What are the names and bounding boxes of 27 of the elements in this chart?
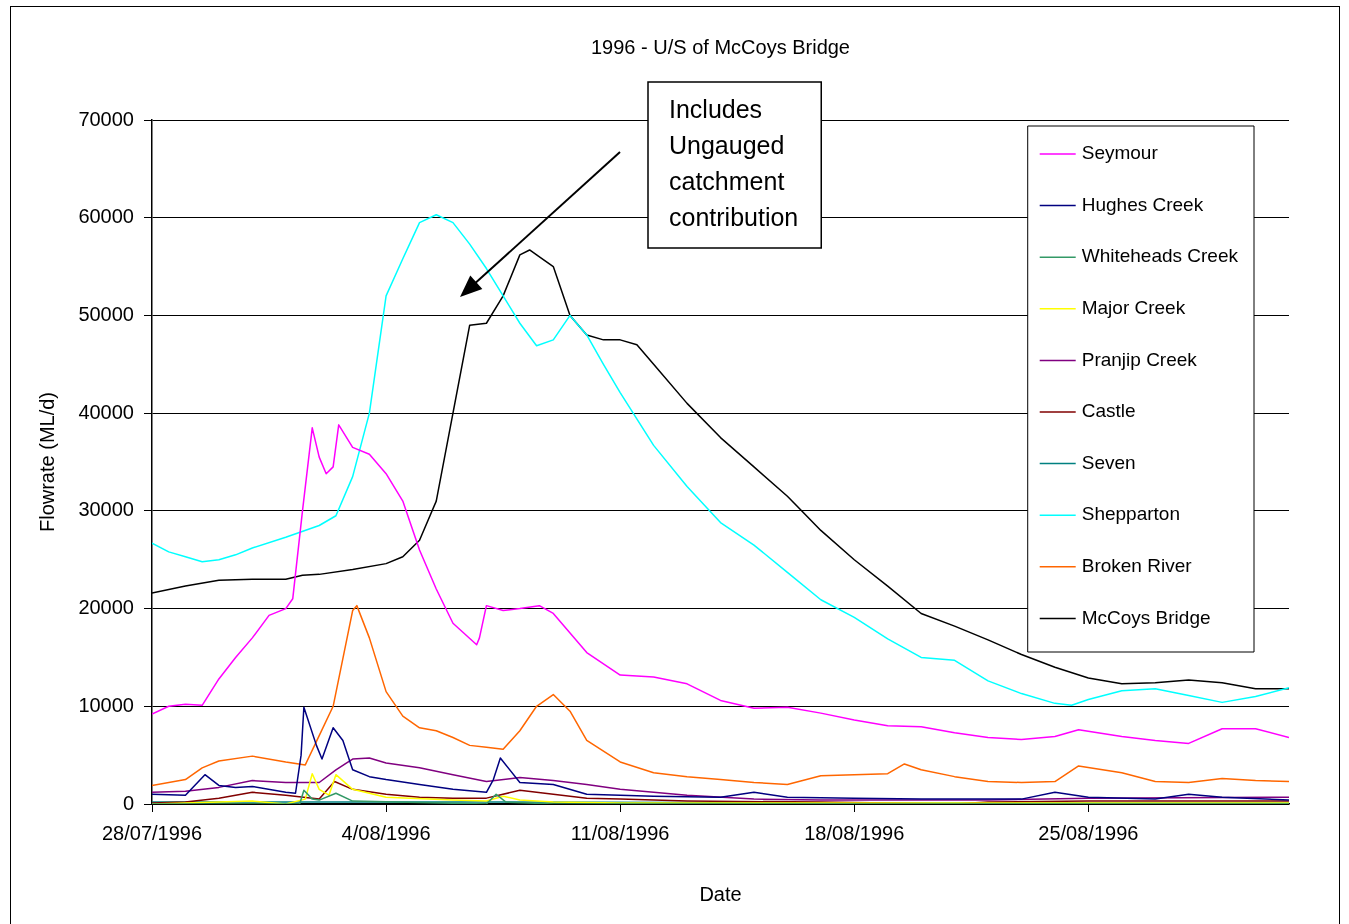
legend-label: Broken River xyxy=(1081,555,1193,577)
legend-label: Whiteheads Creek xyxy=(1081,245,1239,267)
legend-label: Castle xyxy=(1081,400,1136,422)
x-axis-title: Date xyxy=(699,882,742,905)
y-tick-label: 30000 xyxy=(78,498,134,521)
y-tick-label: 50000 xyxy=(78,302,134,325)
y-tick-label: 40000 xyxy=(78,400,134,423)
legend-label: Hughes Creek xyxy=(1081,193,1204,215)
y-tick-label: 70000 xyxy=(78,107,134,130)
legend-label: Pranjip Creek xyxy=(1081,348,1198,370)
x-tick-label: 11/08/1996 xyxy=(570,821,670,844)
legend-label: Shepparton xyxy=(1081,503,1180,525)
y-tick-label: 10000 xyxy=(78,693,134,716)
legend-label: McCoys Bridge xyxy=(1081,606,1211,628)
y-tick-label: 20000 xyxy=(78,596,134,619)
legend-label: Seven xyxy=(1081,451,1136,473)
x-tick-label: 4/08/1996 xyxy=(341,821,431,844)
legend-label: Seymour xyxy=(1081,142,1159,164)
x-tick-label: 28/07/1996 xyxy=(101,821,203,844)
chart-title: 1996 - U/S of McCoys Bridge xyxy=(591,35,850,58)
annotation: Includes Ungauged catchment contribution xyxy=(669,94,799,231)
x-tick-label: 18/08/1996 xyxy=(804,821,905,844)
y-axis-title: Flowrate (ML/d) xyxy=(35,391,58,533)
x-tick-label: 25/08/1996 xyxy=(1038,821,1139,844)
legend-label: Major Creek xyxy=(1081,297,1186,319)
y-tick-label: 60000 xyxy=(78,205,134,228)
y-tick-label: 0 xyxy=(122,791,134,814)
